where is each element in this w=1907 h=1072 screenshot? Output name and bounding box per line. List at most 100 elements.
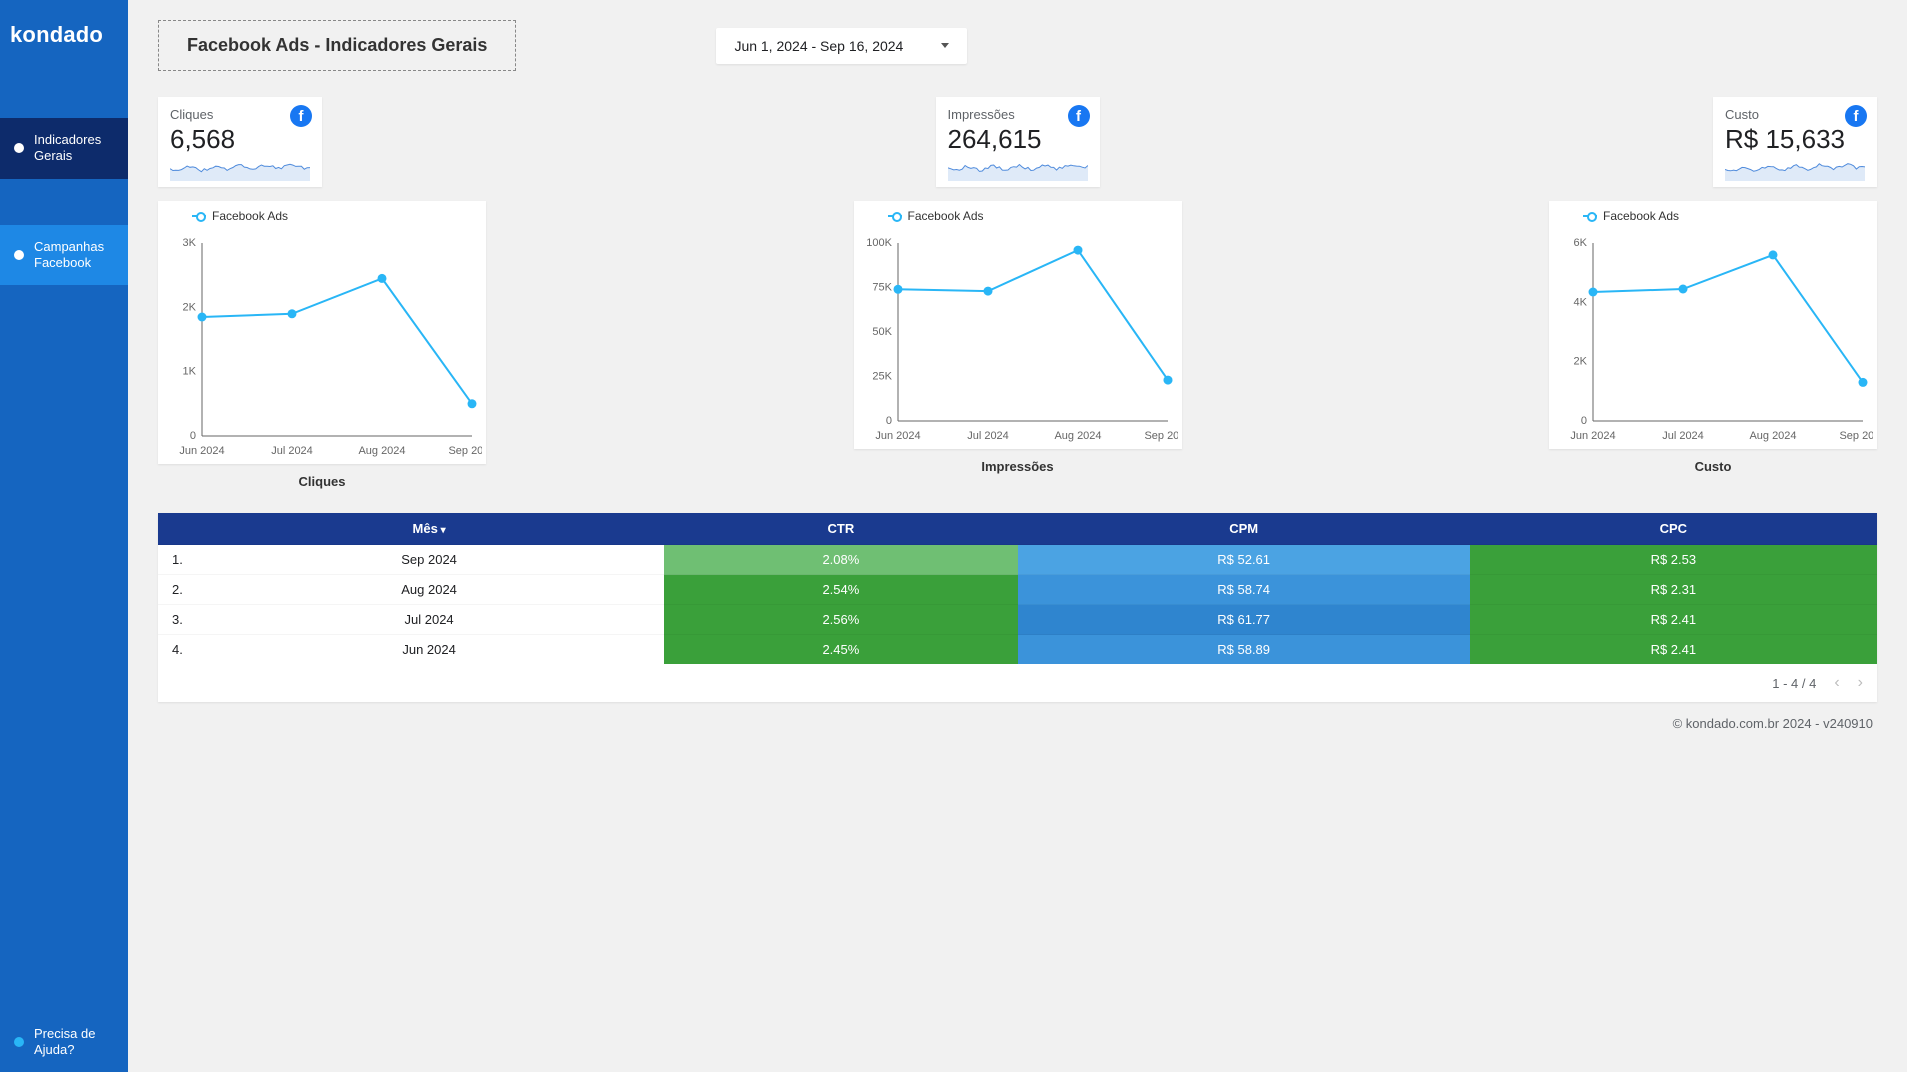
main-content: Facebook Ads - Indicadores Gerais Jun 1,… xyxy=(128,0,1907,1072)
dot-icon xyxy=(14,143,24,153)
sidebar-item-help[interactable]: Precisa de Ajuda? xyxy=(0,1012,128,1072)
sidebar-spacer xyxy=(0,285,128,1012)
svg-text:Jun 2024: Jun 2024 xyxy=(1570,430,1615,442)
cell-mes: Jun 2024 xyxy=(194,635,664,665)
chart-title: Cliques xyxy=(299,474,346,489)
pager-range: 1 - 4 / 4 xyxy=(1772,676,1816,691)
table-row: 2. Aug 2024 2.54% R$ 58.74 R$ 2.31 xyxy=(158,575,1877,605)
chart-panel: Facebook Ads 02K4K6KJun 2024Jul 2024Aug … xyxy=(1549,201,1877,489)
cell-index: 3. xyxy=(158,605,194,635)
brand-logo: kondado xyxy=(0,0,128,78)
svg-text:4K: 4K xyxy=(1574,296,1588,308)
cell-cpc: R$ 2.41 xyxy=(1470,605,1877,635)
facebook-icon: f xyxy=(290,105,312,127)
chart-card: Facebook Ads 02K4K6KJun 2024Jul 2024Aug … xyxy=(1549,201,1877,449)
kpi-card: f Cliques 6,568 xyxy=(158,97,322,187)
legend-marker-icon xyxy=(888,215,902,217)
svg-text:Jul 2024: Jul 2024 xyxy=(271,445,313,457)
cell-mes: Jul 2024 xyxy=(194,605,664,635)
legend-label: Facebook Ads xyxy=(908,209,984,223)
table-row: 3. Jul 2024 2.56% R$ 61.77 R$ 2.41 xyxy=(158,605,1877,635)
cell-cpm: R$ 58.74 xyxy=(1018,575,1470,605)
line-chart: 01K2K3KJun 2024Jul 2024Aug 2024Sep 2024 xyxy=(162,225,482,460)
svg-text:Jul 2024: Jul 2024 xyxy=(1662,430,1704,442)
cell-cpc: R$ 2.41 xyxy=(1470,635,1877,665)
kpi-value: 264,615 xyxy=(948,124,1088,155)
kpi-label: Custo xyxy=(1725,107,1865,122)
date-range-label: Jun 1, 2024 - Sep 16, 2024 xyxy=(734,38,903,54)
app-root: kondado Indicadores Gerais Campanhas Fac… xyxy=(0,0,1907,1072)
legend-label: Facebook Ads xyxy=(212,209,288,223)
legend-marker-icon xyxy=(1583,215,1597,217)
kpi-card: f Custo R$ 15,633 xyxy=(1713,97,1877,187)
table-body: 1. Sep 2024 2.08% R$ 52.61 R$ 2.53 2. Au… xyxy=(158,545,1877,665)
cell-mes: Aug 2024 xyxy=(194,575,664,605)
date-range-picker[interactable]: Jun 1, 2024 - Sep 16, 2024 xyxy=(716,28,967,64)
sidebar-item-label: Campanhas Facebook xyxy=(34,239,118,272)
cell-ctr: 2.45% xyxy=(664,635,1017,665)
kpi-value: 6,568 xyxy=(170,124,310,155)
table-header-index xyxy=(158,513,194,545)
table-header-mes[interactable]: Mês xyxy=(194,513,664,545)
dot-icon xyxy=(14,250,24,260)
svg-text:Jun 2024: Jun 2024 xyxy=(179,445,224,457)
sidebar: kondado Indicadores Gerais Campanhas Fac… xyxy=(0,0,128,1072)
legend-marker-icon xyxy=(192,215,206,217)
chart-legend: Facebook Ads xyxy=(1553,207,1873,225)
svg-text:Sep 2024: Sep 2024 xyxy=(1144,430,1178,442)
chart-title: Impressões xyxy=(981,459,1053,474)
table-header-cpc[interactable]: CPC xyxy=(1470,513,1877,545)
svg-text:75K: 75K xyxy=(872,282,892,294)
sparkline xyxy=(948,161,1088,181)
sparkline xyxy=(170,161,310,181)
sidebar-item-campanhas-facebook[interactable]: Campanhas Facebook xyxy=(0,225,128,286)
caret-down-icon xyxy=(941,43,949,48)
svg-text:2K: 2K xyxy=(1574,356,1588,368)
pager-prev-icon[interactable]: ‹ xyxy=(1834,674,1839,692)
svg-text:6K: 6K xyxy=(1574,237,1588,249)
kpi-value: R$ 15,633 xyxy=(1725,124,1865,155)
sidebar-item-label: Indicadores Gerais xyxy=(34,132,118,165)
cell-index: 2. xyxy=(158,575,194,605)
svg-text:1K: 1K xyxy=(183,366,197,378)
facebook-icon: f xyxy=(1068,105,1090,127)
cell-index: 4. xyxy=(158,635,194,665)
svg-text:3K: 3K xyxy=(183,237,197,249)
svg-text:Sep 2024: Sep 2024 xyxy=(1839,430,1873,442)
chart-legend: Facebook Ads xyxy=(162,207,482,225)
svg-text:Aug 2024: Aug 2024 xyxy=(358,445,405,457)
cell-ctr: 2.08% xyxy=(664,545,1017,575)
sparkline xyxy=(1725,161,1865,181)
facebook-icon: f xyxy=(1845,105,1867,127)
metrics-table: Mês CTR CPM CPC 1. Sep 2024 2.08% R$ 52.… xyxy=(158,513,1877,664)
sidebar-item-indicadores-gerais[interactable]: Indicadores Gerais xyxy=(0,118,128,179)
svg-text:Sep 2024: Sep 2024 xyxy=(448,445,482,457)
svg-text:0: 0 xyxy=(885,415,891,427)
kpi-card: f Impressões 264,615 xyxy=(936,97,1100,187)
svg-text:0: 0 xyxy=(1581,415,1587,427)
cell-index: 1. xyxy=(158,545,194,575)
chart-card: Facebook Ads 025K50K75K100KJun 2024Jul 2… xyxy=(854,201,1182,449)
svg-text:Jul 2024: Jul 2024 xyxy=(967,430,1009,442)
table-row: 4. Jun 2024 2.45% R$ 58.89 R$ 2.41 xyxy=(158,635,1877,665)
cell-cpc: R$ 2.53 xyxy=(1470,545,1877,575)
cell-cpm: R$ 58.89 xyxy=(1018,635,1470,665)
chart-legend: Facebook Ads xyxy=(858,207,1178,225)
kpi-row: f Cliques 6,568 f Impressões 264,615 f C… xyxy=(158,97,1877,187)
table-header-ctr[interactable]: CTR xyxy=(664,513,1017,545)
dot-icon xyxy=(14,1037,24,1047)
footer-text: © kondado.com.br 2024 - v240910 xyxy=(158,710,1877,731)
topbar: Facebook Ads - Indicadores Gerais Jun 1,… xyxy=(158,20,1877,71)
table-row: 1. Sep 2024 2.08% R$ 52.61 R$ 2.53 xyxy=(158,545,1877,575)
pager-next-icon[interactable]: › xyxy=(1858,674,1863,692)
chart-card: Facebook Ads 01K2K3KJun 2024Jul 2024Aug … xyxy=(158,201,486,464)
table-header-cpm[interactable]: CPM xyxy=(1018,513,1470,545)
chart-title: Custo xyxy=(1695,459,1732,474)
svg-text:25K: 25K xyxy=(872,371,892,383)
line-chart: 02K4K6KJun 2024Jul 2024Aug 2024Sep 2024 xyxy=(1553,225,1873,445)
chart-panel: Facebook Ads 01K2K3KJun 2024Jul 2024Aug … xyxy=(158,201,486,489)
svg-text:50K: 50K xyxy=(872,326,892,338)
svg-text:Jun 2024: Jun 2024 xyxy=(875,430,920,442)
cell-mes: Sep 2024 xyxy=(194,545,664,575)
cell-cpm: R$ 61.77 xyxy=(1018,605,1470,635)
